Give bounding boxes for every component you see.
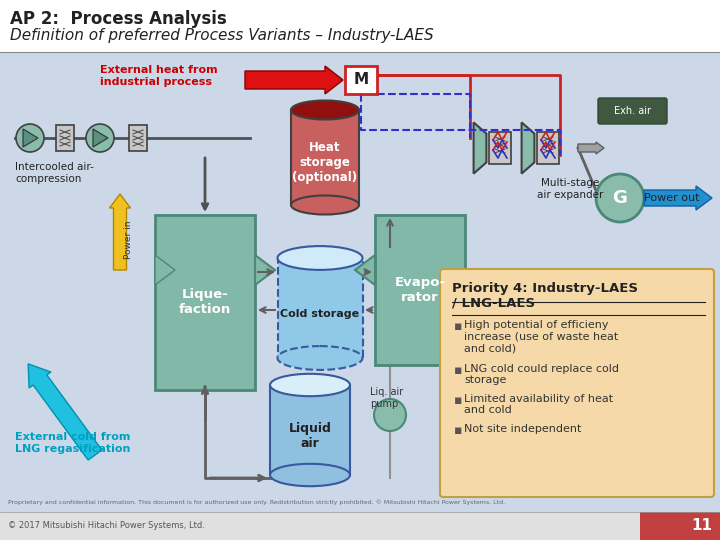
Polygon shape [23, 129, 38, 147]
Text: External heat from
industrial process: External heat from industrial process [100, 65, 217, 86]
Bar [155, 215, 255, 390]
Bar [291, 110, 359, 205]
Text: Priority 4: Industry-LAES
/ LNG-LAES: Priority 4: Industry-LAES / LNG-LAES [452, 282, 638, 310]
FancyArrow shape [28, 364, 102, 460]
Bar [375, 215, 465, 365]
FancyBboxPatch shape [440, 269, 714, 497]
Text: Lique-
faction: Lique- faction [179, 288, 231, 316]
Text: LNG cold could replace cold
storage: LNG cold could replace cold storage [464, 363, 619, 385]
Text: ▪: ▪ [454, 394, 462, 407]
Text: AP 2:  Process Analysis: AP 2: Process Analysis [10, 10, 227, 28]
Text: ▪: ▪ [454, 320, 462, 333]
Text: Evapo-
rator: Evapo- rator [395, 276, 446, 304]
Text: Not site independent: Not site independent [464, 423, 581, 434]
Text: Proprietary and confidential information. This document is for authorized use on: Proprietary and confidential information… [8, 500, 505, 505]
Text: Power in: Power in [124, 221, 133, 259]
Text: ▪: ▪ [454, 363, 462, 376]
Text: External cold from
LNG regasification: External cold from LNG regasification [15, 432, 130, 454]
Text: Intercooled air-
compression: Intercooled air- compression [15, 162, 94, 184]
Text: Exh. air: Exh. air [613, 106, 650, 116]
Bar [640, 512, 720, 540]
Polygon shape [155, 255, 175, 285]
Circle shape [374, 399, 406, 431]
Ellipse shape [270, 464, 350, 486]
Bar [537, 132, 559, 164]
Ellipse shape [291, 195, 359, 214]
Bar [0, 52, 720, 512]
FancyBboxPatch shape [598, 98, 667, 124]
Text: Multi-stage
air expander: Multi-stage air expander [537, 178, 603, 200]
Text: Power out: Power out [644, 193, 700, 203]
Polygon shape [355, 255, 375, 285]
Ellipse shape [277, 246, 362, 270]
FancyArrow shape [245, 66, 343, 94]
Bar [277, 258, 362, 358]
Bar [0, 0, 720, 52]
FancyArrow shape [644, 186, 712, 210]
Bar [345, 66, 377, 94]
Bar [56, 125, 74, 151]
Text: Liquid
air: Liquid air [289, 422, 331, 450]
Bar [0, 512, 720, 540]
Text: Heat
storage
(optional): Heat storage (optional) [292, 141, 358, 184]
Text: Limited availability of heat
and cold: Limited availability of heat and cold [464, 394, 613, 415]
FancyArrow shape [109, 194, 130, 270]
Circle shape [16, 124, 44, 152]
Polygon shape [474, 123, 487, 173]
Bar [489, 132, 511, 164]
Circle shape [86, 124, 114, 152]
Text: M: M [354, 72, 369, 87]
Circle shape [596, 174, 644, 222]
Ellipse shape [270, 374, 350, 396]
Text: G: G [613, 189, 627, 207]
Text: Liq. air
pump: Liq. air pump [370, 387, 403, 409]
Bar [129, 125, 147, 151]
Text: 11: 11 [691, 518, 712, 534]
FancyArrow shape [578, 142, 604, 154]
Text: High potential of efficieny
increase (use of waste heat
and cold): High potential of efficieny increase (us… [464, 320, 618, 353]
Text: Definition of preferred Process Variants – Industry-LAES: Definition of preferred Process Variants… [10, 28, 433, 43]
Text: © 2017 Mitsubishi Hitachi Power Systems, Ltd.: © 2017 Mitsubishi Hitachi Power Systems,… [8, 522, 205, 530]
Text: ▪: ▪ [454, 423, 462, 436]
Ellipse shape [277, 346, 362, 370]
Text: Cold storage: Cold storage [280, 309, 359, 319]
Ellipse shape [291, 100, 359, 119]
Bar [270, 385, 350, 475]
Polygon shape [255, 255, 275, 285]
Polygon shape [93, 129, 108, 147]
Polygon shape [521, 123, 534, 173]
